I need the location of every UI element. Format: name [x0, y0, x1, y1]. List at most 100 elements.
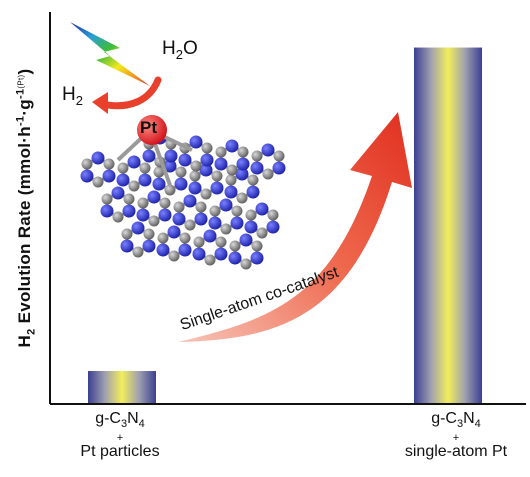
nitrogen-atom [250, 161, 264, 175]
carbon-atom [121, 228, 133, 240]
carbon-atom [175, 166, 187, 178]
ylabel-sub: 2 [25, 328, 38, 335]
h2o-sub: 2 [175, 46, 183, 62]
ylabel-mid: ·g [15, 99, 35, 116]
cat1-mid: N [127, 410, 139, 427]
category-2-formula: g-C3N4 [384, 410, 528, 433]
carbon-atom [193, 236, 205, 248]
nitrogen-atom [194, 212, 208, 226]
cat2-mid: N [463, 410, 475, 427]
nitrogen-atom [172, 212, 186, 226]
carbon-atom [153, 166, 165, 178]
carbon-atom [81, 158, 93, 170]
pt-atom-label: Pt [140, 118, 157, 138]
nitrogen-atom [131, 221, 145, 235]
h2-label: H2 [62, 84, 83, 108]
h2-h: H [62, 84, 76, 105]
pt-text: Pt [140, 118, 157, 137]
carbon-atom [231, 205, 243, 217]
nitrogen-atom [102, 169, 116, 183]
carbon-atom [204, 254, 216, 266]
carbon-atom [226, 164, 238, 176]
nitrogen-atom [230, 216, 244, 230]
nitrogen-atom [200, 153, 214, 167]
h2-sub: 2 [75, 92, 83, 108]
carbon-atom [164, 184, 176, 196]
nitrogen-atom [250, 251, 264, 265]
carbon-atom [92, 176, 104, 188]
nitrogen-atom [210, 181, 224, 195]
carbon-atom [251, 150, 263, 162]
carbon-atom [215, 146, 227, 158]
carbon-atom [112, 211, 124, 223]
ylabel-sup1: -1 [14, 115, 27, 127]
carbon-atom [132, 246, 144, 258]
nitrogen-atom [138, 173, 152, 187]
nitrogen-atom [261, 143, 275, 157]
carbon-atom [148, 215, 160, 227]
carbon-atom [209, 205, 221, 217]
nitrogen-atom [214, 247, 228, 261]
carbon-atom [215, 236, 227, 248]
nitrogen-atom [122, 204, 136, 218]
cat1-sub2: 4 [138, 418, 145, 431]
nitrogen-atom [100, 204, 114, 218]
carbon-atom [245, 209, 257, 221]
carbon-atom [117, 162, 129, 174]
ylabel-tail: (Pt) [16, 74, 26, 89]
nitrogen-atom [214, 157, 228, 171]
carbon-atom [179, 232, 191, 244]
nitrogen-atom [219, 198, 233, 212]
carbon-atom [273, 150, 285, 162]
nitrogen-atom [236, 157, 250, 171]
carbon-atom [201, 142, 213, 154]
carbon-atom [139, 162, 151, 174]
nitrogen-atom [178, 153, 192, 167]
nitrogen-atom [116, 173, 130, 187]
h2o-o: O [182, 38, 198, 59]
category-label-pt-particles: g-C3N4 + Pt particles [60, 410, 180, 460]
cat1-sub1: 3 [120, 418, 128, 431]
carbon-atom [267, 209, 279, 221]
cat1-prefix: g-C [95, 410, 121, 427]
carbon-atom [168, 250, 180, 262]
carbon-atom [143, 228, 155, 240]
nitrogen-atom [225, 139, 239, 153]
ylabel-text: Evolution Rate (mmol·h [15, 126, 35, 329]
ylabel-close: ) [15, 68, 35, 75]
cat1-plus: + [116, 432, 124, 445]
nitrogen-atom [188, 181, 202, 195]
pt-atom [137, 115, 167, 145]
nitrogen-atom [136, 208, 150, 222]
carbon-atom [195, 201, 207, 213]
nitrogen-atom [120, 239, 134, 253]
carbon-atom [173, 201, 185, 213]
nitrogen-atom [228, 251, 242, 265]
carbon-atom [103, 158, 115, 170]
cat2-sub1: 3 [456, 418, 464, 431]
ylabel-sup2: -1 [14, 88, 27, 99]
carbon-atom [189, 170, 201, 182]
nitrogen-atom [235, 167, 249, 181]
nitrogen-atom [142, 239, 156, 253]
nitrogen-atom [224, 185, 238, 199]
carbon-atom [237, 146, 249, 158]
nitrogen-atom [156, 243, 170, 257]
carbon-atom [157, 232, 169, 244]
carbon-atom [190, 160, 202, 172]
carbon-atom [225, 174, 237, 186]
carbon-atom [101, 193, 113, 205]
nitrogen-atom [255, 202, 269, 216]
carbon-atom [159, 197, 171, 209]
carbon-atom [220, 223, 232, 235]
nitrogen-atom [164, 149, 178, 163]
nitrogen-atom [80, 169, 94, 183]
nitrogen-atom [203, 229, 217, 243]
carbon-atom [262, 168, 274, 180]
carbon-atom [229, 240, 241, 252]
carbon-atom [123, 193, 135, 205]
cat2-prefix: g-C [431, 410, 457, 427]
nitrogen-atom [199, 163, 213, 177]
carbon-atom [128, 180, 140, 192]
